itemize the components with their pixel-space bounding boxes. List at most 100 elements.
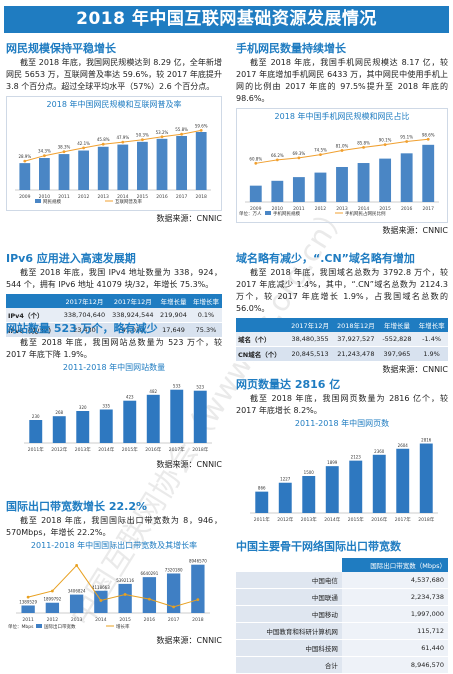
table-cell: -1.4%: [415, 332, 448, 347]
data-label: 1500: [304, 470, 315, 475]
bar: [314, 172, 327, 202]
legend-label: 国际出口带宽数: [44, 623, 76, 630]
section-heading: 手机网民数量持续增长: [236, 42, 346, 55]
table-cell: 75.3%: [189, 322, 222, 338]
table-cell: 8,946,570: [341, 656, 448, 674]
line-point: [147, 597, 151, 601]
table-row: CN域名（个） 20,845,513 21,243,478 397,965 1.…: [236, 346, 448, 362]
tick-label: 2012年: [51, 446, 67, 453]
data-label: 47.9%: [116, 135, 129, 140]
tick-label: 2017: [422, 206, 434, 212]
table-cell: 20,845,513: [287, 346, 333, 362]
legend-label: 手机网民占网民比例: [345, 210, 386, 217]
tick-label: 2011: [22, 617, 34, 623]
section-webpages: 网页数量达 2816 亿 截至 2018 年底，我国网页数量为 2816 亿个，…: [236, 378, 448, 529]
tick-label: 2018年: [418, 516, 434, 523]
line-point: [50, 589, 54, 593]
line-point: [297, 156, 301, 160]
line-point: [340, 149, 344, 152]
data-label: 533: [173, 384, 181, 389]
tick-label: 2015: [119, 617, 131, 623]
data-label: 28.9%: [18, 154, 31, 159]
table-row: IPv6（块/32） 23,430 41,079 17,649 75.3%: [6, 322, 222, 338]
table-cell: IPv6（块/32）: [6, 322, 61, 338]
tick-label: 2012: [47, 617, 59, 623]
table-cell: 中国教育和科研计算机网: [236, 622, 342, 640]
line-point: [160, 135, 164, 139]
table-cell: 4,537,680: [341, 572, 448, 589]
table-row: IPv4（个） 338,704,640 338,924,544 219,904 …: [6, 308, 222, 323]
data-label: 74.5%: [314, 148, 327, 153]
chart-title: 2018 年中国手机网民规模和网民占比: [274, 112, 410, 121]
line-point: [75, 564, 79, 567]
section-heading: 域名略有减少，“.CN”域名略有增加: [236, 252, 415, 265]
bar: [39, 157, 50, 190]
tick-label: 2018: [195, 194, 207, 200]
tick-label: 2015: [379, 206, 391, 212]
line-point: [405, 140, 409, 143]
bar: [400, 153, 413, 202]
unit-label: 单位：Mbps: [8, 623, 34, 630]
table-cell: 21,243,478: [332, 346, 379, 362]
line-point: [62, 150, 66, 154]
data-label: 1389529: [19, 599, 37, 604]
table-header: 年增长量: [378, 318, 416, 332]
bar: [123, 400, 137, 443]
table-row: 中国电信 4,537,680: [236, 572, 448, 589]
table-cell: 37,927,527: [332, 332, 379, 347]
tick-label: 2013: [71, 617, 83, 623]
tick-label: 2011年: [28, 446, 44, 453]
chart-svg: 2011年 230 2012年 268 2013年 320 2014年 335 2015年 423…: [24, 384, 212, 453]
table-header-empty: [236, 558, 342, 572]
table-cell: 17,649: [157, 322, 190, 338]
bar: [21, 605, 35, 613]
data-label: 81.0%: [336, 143, 349, 148]
data-label: 90.1%: [379, 138, 392, 143]
legend-swatch: [35, 199, 41, 203]
tick-label: 2014年: [98, 446, 114, 453]
bar: [45, 602, 60, 613]
tick-label: 2012年: [277, 516, 293, 523]
tick-label: 2013年: [301, 516, 317, 523]
table-cell: 中国科技网: [236, 639, 342, 657]
line-point: [121, 140, 125, 144]
ipv6-table: 2017年12月 2017年12月 年增长量 年增长率 IPv4（个） 338,…: [6, 294, 222, 338]
table-cell: 中国移动: [236, 605, 342, 623]
legend-label: 手机网民规模: [273, 210, 300, 217]
line-point: [123, 593, 127, 596]
data-label: 268: [55, 410, 63, 415]
data-label: 2816: [421, 438, 432, 443]
section-mobile: 手机网民数量持续增长 截至 2018 年底，我国手机网民规模达 8.17 亿，较…: [236, 42, 448, 236]
table-header: 年增长量: [157, 294, 190, 308]
bar: [292, 177, 305, 202]
tick-label: 2011: [58, 194, 70, 200]
data-label: 6640291: [140, 571, 158, 576]
data-label: 45.8%: [97, 137, 110, 142]
table-header: 2017年12月: [108, 294, 158, 308]
table-header: 国际出口带宽数（Mbps）: [341, 558, 448, 572]
chart-mobile: 2018 年中国手机网民规模和网民占比 2009 2010 2011 2012 2013…: [236, 108, 448, 223]
bar: [419, 443, 433, 513]
chart-title: 2011-2018 年中国网页数: [294, 419, 390, 428]
line-point: [99, 599, 103, 602]
table-header: [236, 318, 288, 332]
table-cell: 合计: [236, 656, 342, 674]
data-label: 5392116: [116, 578, 134, 583]
tick-label: 2010: [272, 206, 284, 212]
data-label: 230: [32, 414, 40, 419]
bar: [372, 454, 386, 513]
tick-label: 2013: [336, 206, 348, 212]
bar: [146, 394, 160, 443]
bar: [52, 416, 66, 443]
chart-netizens: 2018 年中国网民规模和互联网普及率 2009 2010 2011 2012 2013…: [6, 96, 222, 211]
table-cell: 域名（个）: [236, 332, 288, 347]
table-cell: 23,430: [60, 322, 109, 338]
bar: [142, 577, 157, 613]
tick-label: 2015年: [122, 446, 138, 453]
line-point: [180, 132, 184, 136]
data-label: 7320180: [165, 567, 183, 572]
table-row: 中国科技网 61,440: [236, 639, 448, 657]
section-body: 截至 2018 年底，我国国际出口带宽数为 8，946，570Mbps，年增长 …: [6, 516, 222, 537]
line-point: [141, 138, 144, 142]
table-header: 年增长率: [189, 294, 222, 308]
